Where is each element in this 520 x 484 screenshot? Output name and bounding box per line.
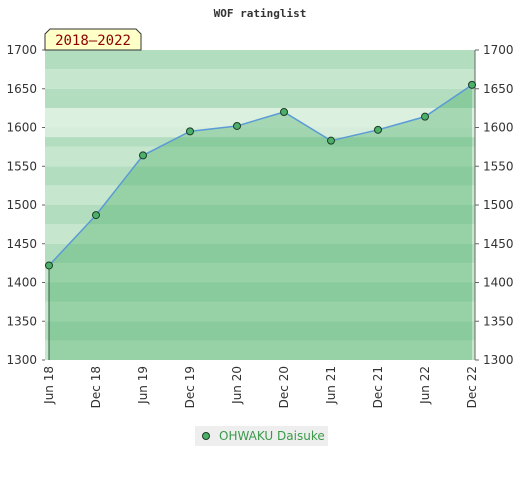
y2-tick-label: 1300 (483, 353, 514, 367)
background-band (45, 50, 475, 70)
point (327, 136, 335, 145)
y-tick-label: 1300 (6, 353, 37, 367)
x-tick-label: Dec 20 (277, 366, 291, 408)
background-band (45, 263, 475, 283)
x-tick-label: Jun 21 (324, 366, 338, 405)
background-band (45, 321, 475, 341)
y2-tick-label: 1550 (483, 159, 514, 173)
x-tick-label: Jun 19 (136, 366, 150, 405)
x-tick-label: Dec 21 (371, 366, 385, 408)
point (468, 80, 476, 89)
point (92, 211, 100, 220)
area (49, 84, 472, 360)
point (233, 121, 241, 130)
point (280, 108, 288, 116)
y2-tick-label: 1600 (483, 121, 514, 135)
point (139, 151, 147, 160)
annotation: 2018–2022 (55, 33, 131, 49)
x-tick-label: Jun 22 (418, 366, 432, 405)
x-tick-label: Dec 18 (89, 366, 103, 408)
point (45, 261, 53, 270)
y-tick-label: 1550 (6, 159, 37, 173)
point (186, 127, 194, 136)
background-band (45, 88, 475, 109)
x-tick-label: Dec 19 (183, 366, 197, 408)
y-tick-label: 1400 (6, 276, 37, 290)
annotation-box (44, 28, 142, 51)
y2-tick-label: 1700 (483, 43, 514, 57)
y2-tick-label: 1450 (483, 237, 514, 251)
background-band (45, 166, 475, 186)
point (374, 125, 382, 134)
y-tick-label: 1650 (6, 82, 37, 96)
y-tick-label: 1700 (6, 43, 37, 57)
x-tick-label: Jun 18 (42, 366, 56, 405)
chart-title: WOF ratinglist (214, 7, 307, 20)
legend-label: OHWAKU Daisuke (219, 429, 325, 443)
y-tick-label: 1600 (6, 121, 37, 135)
background-band (45, 69, 475, 89)
y-tick-label: 1450 (6, 237, 37, 251)
y2-tick-label: 1400 (483, 276, 514, 290)
background-band (45, 185, 475, 205)
line (48, 84, 473, 266)
background-band (45, 282, 475, 302)
y-tick-label: 1350 (6, 314, 37, 328)
background-band (45, 205, 475, 225)
background-band (45, 340, 475, 360)
y-tick-label: 1500 (6, 198, 37, 212)
background-band (45, 224, 475, 244)
background-band (45, 301, 475, 322)
y2-tick-label: 1650 (483, 82, 514, 96)
background-band (45, 243, 475, 264)
x-tick-label: Dec 22 (465, 366, 479, 408)
legend-marker (202, 432, 210, 440)
point (421, 112, 429, 121)
legend-box (195, 426, 328, 446)
x-tick-label: Jun 20 (230, 366, 244, 405)
y2-tick-label: 1350 (483, 314, 514, 328)
background-band (45, 146, 475, 167)
y2-tick-label: 1500 (483, 198, 514, 212)
